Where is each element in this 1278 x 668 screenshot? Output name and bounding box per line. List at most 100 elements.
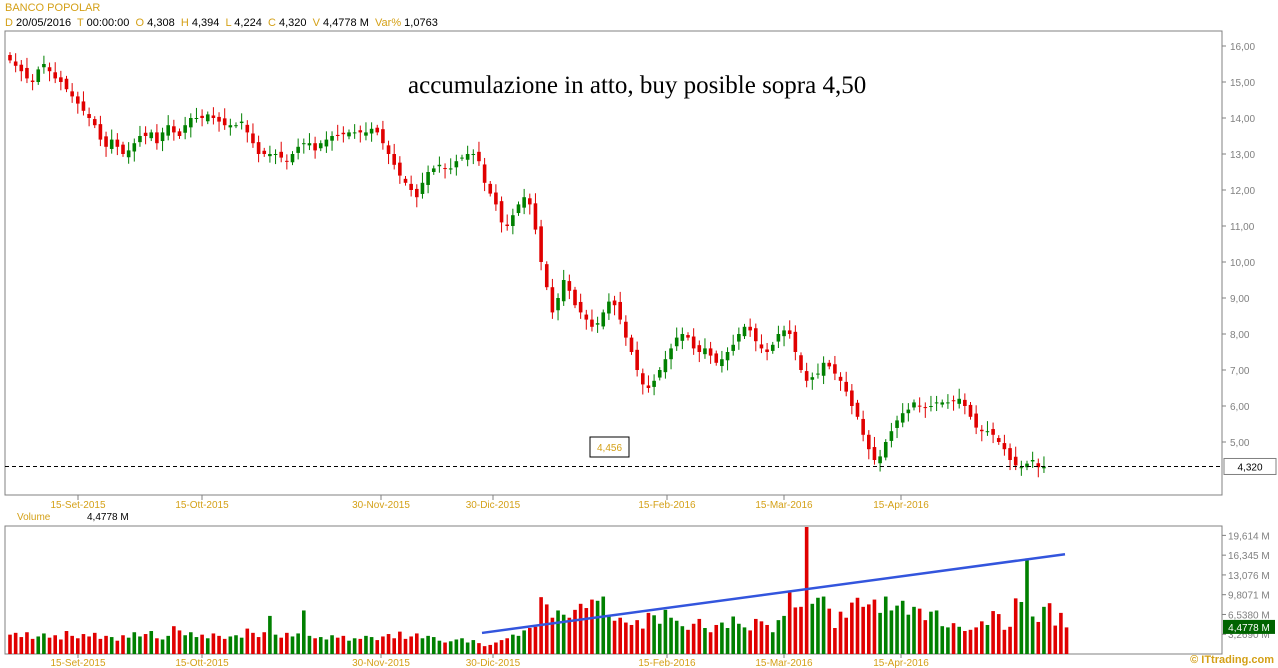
candle-body [804, 371, 809, 381]
volume-bar [618, 617, 622, 654]
candle-body [850, 390, 854, 406]
volume-bar [957, 626, 961, 654]
volume-bar [923, 620, 928, 654]
volume-bar [584, 608, 589, 654]
candle-body [686, 335, 690, 338]
volume-bar [742, 627, 747, 654]
candle-body [725, 352, 730, 361]
volume-bar [782, 615, 786, 654]
candle-body [900, 413, 905, 423]
volume-bar [669, 617, 673, 654]
volume-bar [172, 626, 176, 654]
x-tick-label: 15-Set-2015 [50, 500, 105, 511]
candle-body [245, 124, 250, 133]
candle-body [324, 139, 329, 147]
x-tick-label: 15-Feb-2016 [638, 500, 696, 511]
volume-bar [115, 640, 120, 654]
volume-bar [177, 630, 182, 654]
candle-body [821, 362, 826, 376]
candle-body [544, 264, 549, 288]
price-y-tick-label: 12,00 [1230, 186, 1255, 197]
volume-bar [222, 638, 227, 654]
candle-body [1019, 467, 1024, 469]
candle-body [177, 131, 182, 136]
low-key: L [225, 17, 232, 29]
volume-bar [460, 638, 464, 654]
candle-body [590, 319, 594, 327]
candle-body [409, 183, 413, 190]
candle-body [121, 144, 125, 154]
volume-bar [878, 612, 882, 654]
candle-body [13, 61, 18, 66]
volume-bar [946, 627, 950, 654]
volume-bar [30, 638, 35, 654]
x-tick-label: 15-Mar-2016 [755, 500, 813, 511]
candle-body [251, 133, 255, 144]
x-tick-label: 15-Ott-2015 [175, 500, 229, 511]
volume-bar [629, 624, 634, 654]
volume-bar [318, 637, 323, 654]
candle-body [697, 345, 702, 352]
volume-x-tick-label: 30-Nov-2015 [352, 658, 410, 668]
candle-body [92, 119, 97, 126]
candle-body [1036, 463, 1041, 468]
instrument-title: BANCO POPOLAR [5, 2, 101, 14]
volume-bar [748, 630, 752, 654]
volume-bar [968, 629, 973, 654]
volume-bar [42, 633, 46, 654]
volume-y-tick-label: 19,614 M [1228, 531, 1270, 542]
volume-bar [205, 638, 210, 654]
volume-y-tick-label: 13,076 M [1228, 571, 1270, 582]
candle-body [765, 349, 769, 352]
volume-bar [601, 596, 606, 654]
candle-body [87, 114, 91, 118]
candle-body [375, 127, 380, 133]
volume-bar [980, 621, 984, 654]
volume-bar [533, 626, 538, 654]
candle-body [595, 323, 600, 325]
volume-bar [714, 624, 719, 654]
ohlc-info-bar: D 20/05/2016 T 00:00:00 O 4,308 H 4,394 … [5, 17, 438, 29]
volume-bar [313, 638, 317, 654]
volume-bar [415, 633, 419, 654]
volume-bar [364, 635, 368, 654]
volume-bar [143, 634, 148, 654]
candle-body [567, 281, 572, 291]
volume-bar [183, 635, 187, 654]
candle-body [1002, 443, 1007, 450]
volume-bar [13, 632, 18, 654]
x-tick-label: 30-Nov-2015 [352, 500, 410, 511]
volume-bar [759, 621, 764, 654]
candle-body [793, 331, 798, 352]
price-y-tick-label: 16,00 [1230, 42, 1255, 53]
volume-bar [482, 646, 487, 654]
volume-bar [403, 638, 408, 654]
volume-bar [844, 617, 848, 654]
candle-body [770, 344, 775, 351]
candle-body [923, 407, 928, 409]
candle-body [494, 192, 498, 205]
candle-body [318, 143, 323, 149]
volume-bar [76, 638, 80, 654]
volume-bar [612, 620, 617, 654]
volume-bar [477, 643, 481, 654]
candle-body [465, 154, 470, 160]
volume-bar [347, 640, 351, 654]
volume-bar [652, 615, 656, 654]
volume-bar [437, 640, 442, 654]
volume-bar [59, 639, 63, 654]
volume-bar [816, 597, 820, 654]
volume-bar [1064, 627, 1069, 654]
volume-bar [934, 610, 939, 654]
volume-bar [352, 638, 357, 654]
candle-body [708, 348, 713, 356]
candle-body [104, 136, 108, 147]
volume-bar [1013, 598, 1018, 654]
volume-bar [104, 635, 108, 654]
volume-bar [488, 644, 493, 654]
time-key: T [77, 17, 84, 29]
candle-body [386, 145, 391, 154]
volume-bar [872, 599, 877, 654]
volume-x-axis: 15-Set-2015 15-Ott-2015 30-Nov-2015 30-Dic-… [50, 654, 929, 668]
price-y-axis: 16,00 15,00 14,00 13,00 12,00 11,00 10,00 9,00 8… [1222, 42, 1255, 449]
